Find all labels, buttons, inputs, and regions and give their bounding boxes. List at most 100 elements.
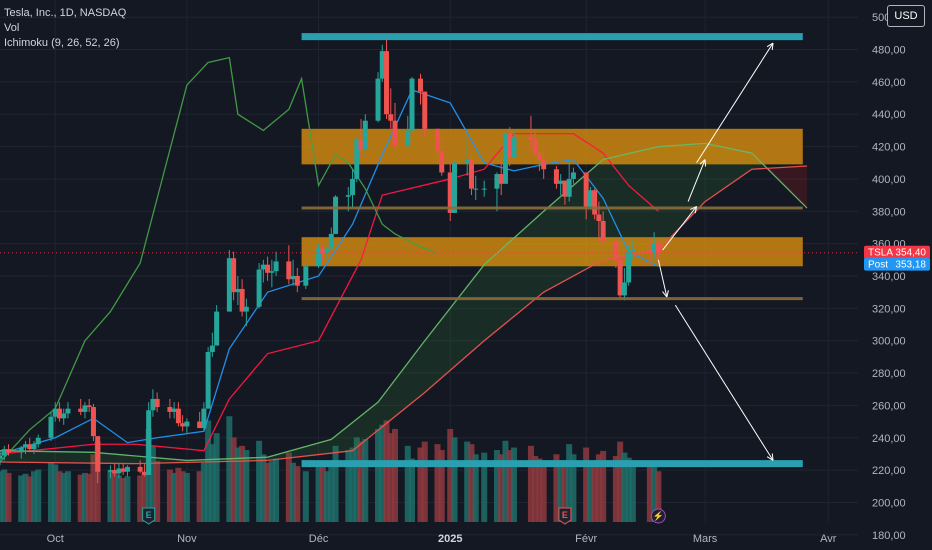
event-marker-2: ⚡ — [650, 508, 666, 524]
currency-button[interactable]: USD — [887, 5, 925, 27]
volume-bar-31 — [179, 471, 186, 522]
bull-arrow-2 — [687, 159, 706, 202]
y-tick-3: 240,00 — [872, 433, 906, 445]
volume-bar-62 — [375, 428, 382, 522]
candle-body-60 — [358, 140, 364, 150]
volume-bars — [0, 416, 662, 522]
candle-body-12 — [65, 408, 71, 414]
candle-body-66 — [392, 120, 398, 145]
candle-body-85 — [532, 140, 538, 154]
candle-body-3 — [18, 447, 24, 453]
line-kijun — [0, 132, 659, 455]
volume-bar-84 — [527, 445, 534, 522]
candle-body-98 — [613, 242, 619, 260]
volume-bar-38 — [226, 416, 233, 522]
candle-body-68 — [409, 78, 415, 131]
candle-body-78 — [481, 188, 487, 190]
candle-body-75 — [464, 159, 470, 163]
volume-bar-18 — [107, 471, 114, 522]
candle-body-90 — [562, 180, 568, 197]
volume-bar-87 — [540, 461, 547, 522]
candle-body-24 — [141, 471, 147, 475]
candle-body-67 — [405, 130, 411, 145]
volume-bar-28 — [166, 469, 173, 522]
candle-body-93 — [583, 172, 589, 207]
candle-body-56 — [333, 196, 339, 234]
volume-bar-41 — [239, 445, 246, 522]
volume-bar-68 — [409, 458, 416, 522]
candle-body-59 — [354, 140, 360, 179]
event-markers: E E ⚡ — [142, 507, 666, 525]
symbol-title[interactable]: Tesla, Inc., 1D, NASDAQ — [4, 7, 127, 19]
volume-bar-104 — [651, 464, 658, 522]
volume-bar-12 — [64, 471, 71, 522]
candle-body-6 — [31, 444, 37, 450]
indicator-lines — [0, 56, 808, 465]
y-tick-0: 180,00 — [872, 530, 906, 542]
volume-label[interactable]: Vol — [4, 22, 20, 34]
y-tick-8: 340,00 — [872, 271, 906, 283]
candle-body-31 — [180, 423, 186, 427]
candle-body-53 — [320, 248, 326, 254]
volume-bar-32 — [183, 472, 190, 522]
volume-bar-64 — [383, 420, 390, 522]
volume-bar-7 — [35, 469, 42, 522]
y-tick-2: 220,00 — [872, 465, 906, 477]
post-badge — [864, 257, 930, 271]
support-zone-middle — [301, 237, 803, 267]
candle-body-45 — [265, 264, 271, 273]
last-badge-label: TSLA — [868, 248, 893, 259]
bear-arrow-2-head — [766, 453, 774, 461]
post-badge-value: 353,18 — [895, 260, 926, 271]
candle-body-52 — [316, 248, 322, 267]
volume-bar-102 — [629, 462, 636, 522]
price-badges: TSLA 354,40 Post 353,18 — [0, 245, 930, 271]
candle-body-100 — [621, 282, 627, 296]
candle-body-89 — [558, 180, 564, 184]
volume-bar-19 — [111, 472, 118, 522]
earnings-icon — [558, 507, 572, 525]
volume-bar-93 — [583, 447, 590, 522]
candle-body-86 — [536, 153, 542, 160]
last-badge-value: 354,40 — [895, 248, 926, 259]
candle-body-2 — [5, 449, 11, 453]
candle-body-23 — [137, 466, 143, 472]
time-axis[interactable]: Oct Nov Déc 2025 Févr Mars Avr — [47, 533, 837, 545]
candle-body-17 — [95, 436, 101, 472]
candle-body-22 — [124, 466, 130, 472]
candle-body-28 — [167, 407, 173, 412]
candle-body-72 — [439, 151, 445, 173]
volume-bar-60 — [358, 441, 365, 522]
volume-bar-105 — [655, 471, 662, 522]
candle-body-103 — [647, 250, 653, 254]
candle-body-20 — [116, 468, 122, 474]
price-axis[interactable]: 180,00 200,00 220,00 240,00 260,00 280,00 300,… — [872, 12, 906, 542]
volume-bar-30 — [175, 467, 182, 522]
x-tick-3: 2025 — [438, 533, 462, 545]
volume-bar-9 — [52, 464, 59, 522]
y-tick-4: 260,00 — [872, 400, 906, 412]
candle-body-80 — [498, 174, 504, 184]
candle-body-0 — [0, 455, 3, 459]
grid-lines — [0, 0, 858, 536]
candle-body-64 — [384, 51, 390, 115]
bull-arrow-2-head — [699, 159, 707, 167]
volume-bar-65 — [387, 433, 394, 522]
candle-body-42 — [243, 306, 249, 312]
volume-bar-67 — [404, 445, 411, 522]
candle-body-73 — [447, 172, 453, 213]
zones-group — [301, 128, 803, 267]
candle-body-41 — [239, 288, 245, 312]
volume-bar-72 — [438, 450, 445, 522]
candle-body-51 — [303, 266, 309, 286]
candle-body-40 — [235, 288, 241, 293]
volume-bar-50 — [294, 466, 301, 522]
indicator-label[interactable]: Ichimoku (9, 26, 52, 26) — [4, 37, 120, 49]
volume-bar-55 — [328, 462, 335, 522]
candle-body-62 — [375, 78, 381, 121]
volume-bar-99 — [617, 441, 624, 522]
volume-bar-51 — [302, 471, 309, 522]
candle-body-13 — [78, 408, 84, 412]
candle-body-36 — [209, 345, 215, 353]
